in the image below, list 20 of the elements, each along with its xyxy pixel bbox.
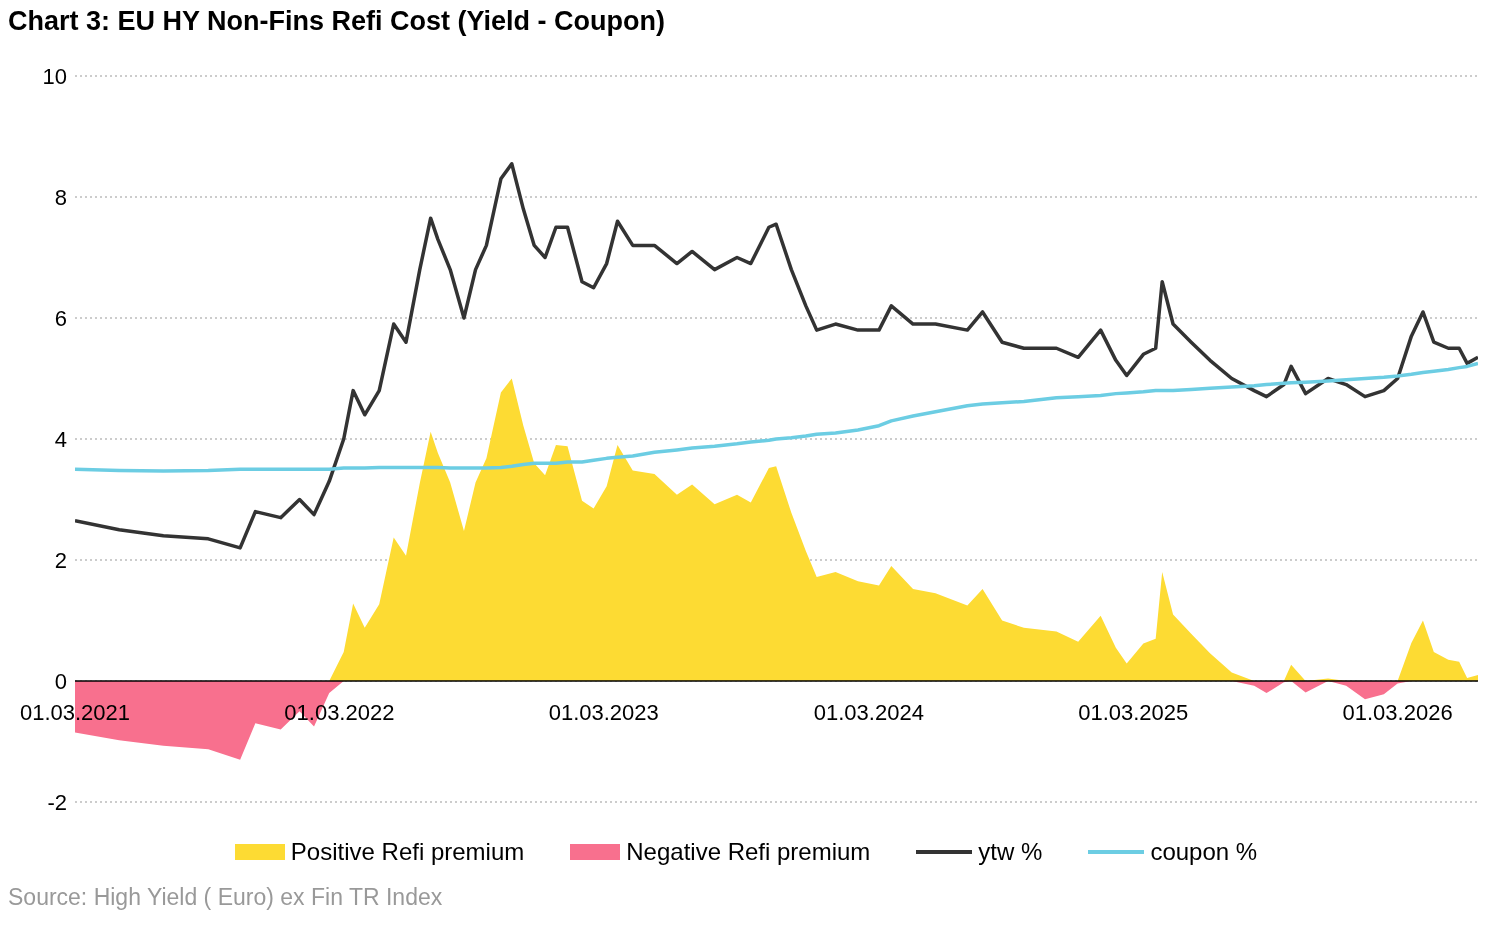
x-tick-label: 01.03.2026 [1342,700,1453,725]
x-tick-label: 01.03.2024 [813,700,924,725]
line-series [75,161,1478,550]
chart-title: Chart 3: EU HY Non-Fins Refi Cost (Yield - Coupon) [8,7,665,37]
y-tick-label: 0 [54,668,67,694]
legend-label: ytw % [978,838,1043,866]
y-tick-label: 6 [54,305,67,331]
y-tick-label: 2 [54,547,67,573]
x-tick-label: 01.03.2025 [1078,700,1189,725]
source-note: Source: High Yield ( Euro) ex Fin TR Index [8,884,443,911]
y-tick-label: 4 [54,426,67,452]
y-tick-label: 10 [42,63,67,89]
line-series [75,361,1478,473]
legend-label: coupon % [1150,838,1258,866]
x-tick-label: 01.03.2023 [548,700,659,725]
y-tick-label: 8 [54,184,67,210]
legend-label: Positive Refi premium [290,838,525,866]
x-tick-label: 01.03.2021 [19,700,131,725]
y-tick-label: -2 [47,789,67,815]
legend-label: Negative Refi premium [626,838,871,866]
